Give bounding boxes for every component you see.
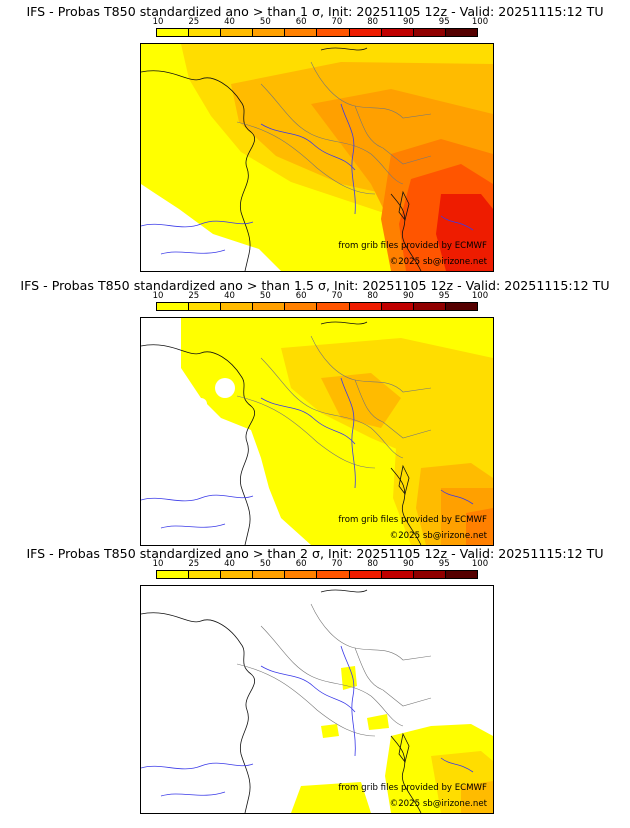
colorbar-swatch <box>221 29 254 36</box>
colorbar-swatch <box>349 571 382 578</box>
colorbar-tick-label: 25 <box>188 291 200 301</box>
copyright-credit: ©2025 sb@irizone.net <box>389 531 487 541</box>
copyright-credit: ©2025 sb@irizone.net <box>389 257 487 267</box>
map-panel-2: IFS - Probas T850 standardized ano > tha… <box>0 278 630 548</box>
colorbar-tick-label: 80 <box>367 559 379 569</box>
colorbar-swatch <box>285 29 318 36</box>
colorbar-swatch <box>445 303 477 310</box>
colorbar-swatch <box>413 29 446 36</box>
colorbar-tick-label: 90 <box>403 559 414 569</box>
colorbar-tick-label: 80 <box>367 17 379 27</box>
coastlines <box>141 321 422 545</box>
colorbar-tick-label: 95 <box>438 559 450 569</box>
prob-fields <box>141 586 493 813</box>
colorbar-tick-label: 40 <box>224 291 235 301</box>
colorbar-swatch <box>349 303 382 310</box>
borders <box>236 603 432 737</box>
colorbar-tick-label: 70 <box>331 17 343 27</box>
panel-title: IFS - Probas T850 standardized ano > tha… <box>26 4 604 19</box>
colorbar-tick-label: 95 <box>438 17 450 27</box>
colorbar-tick-label: 50 <box>259 559 271 569</box>
prob-fields <box>141 318 493 545</box>
map-panel-3: IFS - Probas T850 standardized ano > tha… <box>0 546 630 816</box>
colorbar-swatch <box>157 29 190 36</box>
colorbar-tick-label: 90 <box>403 291 414 301</box>
colorbar-tick-label: 80 <box>367 291 379 301</box>
probability-map: from grib files provided by ECMWF ©2025 … <box>140 585 494 814</box>
colorbar-swatch <box>253 29 286 36</box>
colorbar-tick-label: 25 <box>188 17 200 27</box>
colorbar-tick-label: 95 <box>438 291 450 301</box>
colorbar-tick-label: 100 <box>471 291 489 301</box>
colorbar-tick-label: 10 <box>152 17 164 27</box>
colorbar-swatch <box>221 303 254 310</box>
colorbar-tick-label: 100 <box>471 17 489 27</box>
probability-colorbar <box>156 570 478 579</box>
panel-title: IFS - Probas T850 standardized ano > tha… <box>20 278 610 293</box>
rivers <box>141 645 474 797</box>
colorbar-swatch <box>189 571 222 578</box>
probability-colorbar <box>156 28 478 37</box>
colorbar-tick-label: 70 <box>331 291 343 301</box>
colorbar-swatch <box>445 571 477 578</box>
rivers <box>141 103 474 255</box>
colorbar-tick-labels: 10 25 40 50 60 70 80 90 95 100 <box>152 17 489 28</box>
colorbar-swatch <box>317 303 350 310</box>
colorbar-swatch <box>285 303 318 310</box>
colorbar-tick-label: 90 <box>403 17 414 27</box>
colorbar-swatch <box>157 571 190 578</box>
colorbar-tick-label: 100 <box>471 559 489 569</box>
colorbar-tick-label: 60 <box>295 559 307 569</box>
colorbar-swatch <box>221 571 254 578</box>
rivers <box>141 377 474 529</box>
colorbar-swatch <box>189 303 222 310</box>
data-source-credit: from grib files provided by ECMWF <box>338 783 487 793</box>
colorbar-swatch <box>285 571 318 578</box>
data-source-credit: from grib files provided by ECMWF <box>338 241 487 251</box>
coastlines <box>141 589 422 813</box>
map-canvas <box>141 44 493 271</box>
colorbar-tick-label: 50 <box>259 291 271 301</box>
borders <box>236 335 432 469</box>
colorbar-tick-label: 40 <box>224 17 235 27</box>
colorbar-tick-label: 70 <box>331 559 343 569</box>
colorbar-swatch <box>381 303 414 310</box>
map-canvas <box>141 318 493 545</box>
copyright-credit: ©2025 sb@irizone.net <box>389 799 487 809</box>
map-canvas <box>141 586 493 813</box>
colorbar-swatch <box>253 303 286 310</box>
probability-map: from grib files provided by ECMWF ©2025 … <box>140 317 494 546</box>
colorbar-swatch <box>317 571 350 578</box>
colorbar-swatch <box>413 303 446 310</box>
colorbar-swatch <box>157 303 190 310</box>
colorbar-swatch <box>413 571 446 578</box>
data-source-credit: from grib files provided by ECMWF <box>338 515 487 525</box>
colorbar-swatch <box>381 29 414 36</box>
borders <box>236 61 432 195</box>
colorbar-tick-labels: 10 25 40 50 60 70 80 90 95 100 <box>152 559 489 570</box>
colorbar-tick-label: 25 <box>188 559 200 569</box>
colorbar-swatch <box>445 29 477 36</box>
colorbar-swatch <box>189 29 222 36</box>
colorbar-tick-label: 40 <box>224 559 235 569</box>
colorbar-tick-label: 60 <box>295 291 307 301</box>
colorbar-tick-label: 10 <box>152 559 164 569</box>
colorbar-tick-label: 60 <box>295 17 307 27</box>
colorbar-swatch <box>349 29 382 36</box>
prob-fields <box>141 44 493 271</box>
colorbar-tick-label: 10 <box>152 291 164 301</box>
coastlines <box>141 47 422 271</box>
colorbar-swatch <box>253 571 286 578</box>
colorbar-swatch <box>381 571 414 578</box>
colorbar-tick-label: 50 <box>259 17 271 27</box>
panel-title: IFS - Probas T850 standardized ano > tha… <box>26 546 604 561</box>
colorbar-swatch <box>317 29 350 36</box>
probability-map: from grib files provided by ECMWF ©2025 … <box>140 43 494 272</box>
colorbar-tick-labels: 10 25 40 50 60 70 80 90 95 100 <box>152 291 489 302</box>
probability-colorbar <box>156 302 478 311</box>
map-panel-1: IFS - Probas T850 standardized ano > tha… <box>0 4 630 274</box>
